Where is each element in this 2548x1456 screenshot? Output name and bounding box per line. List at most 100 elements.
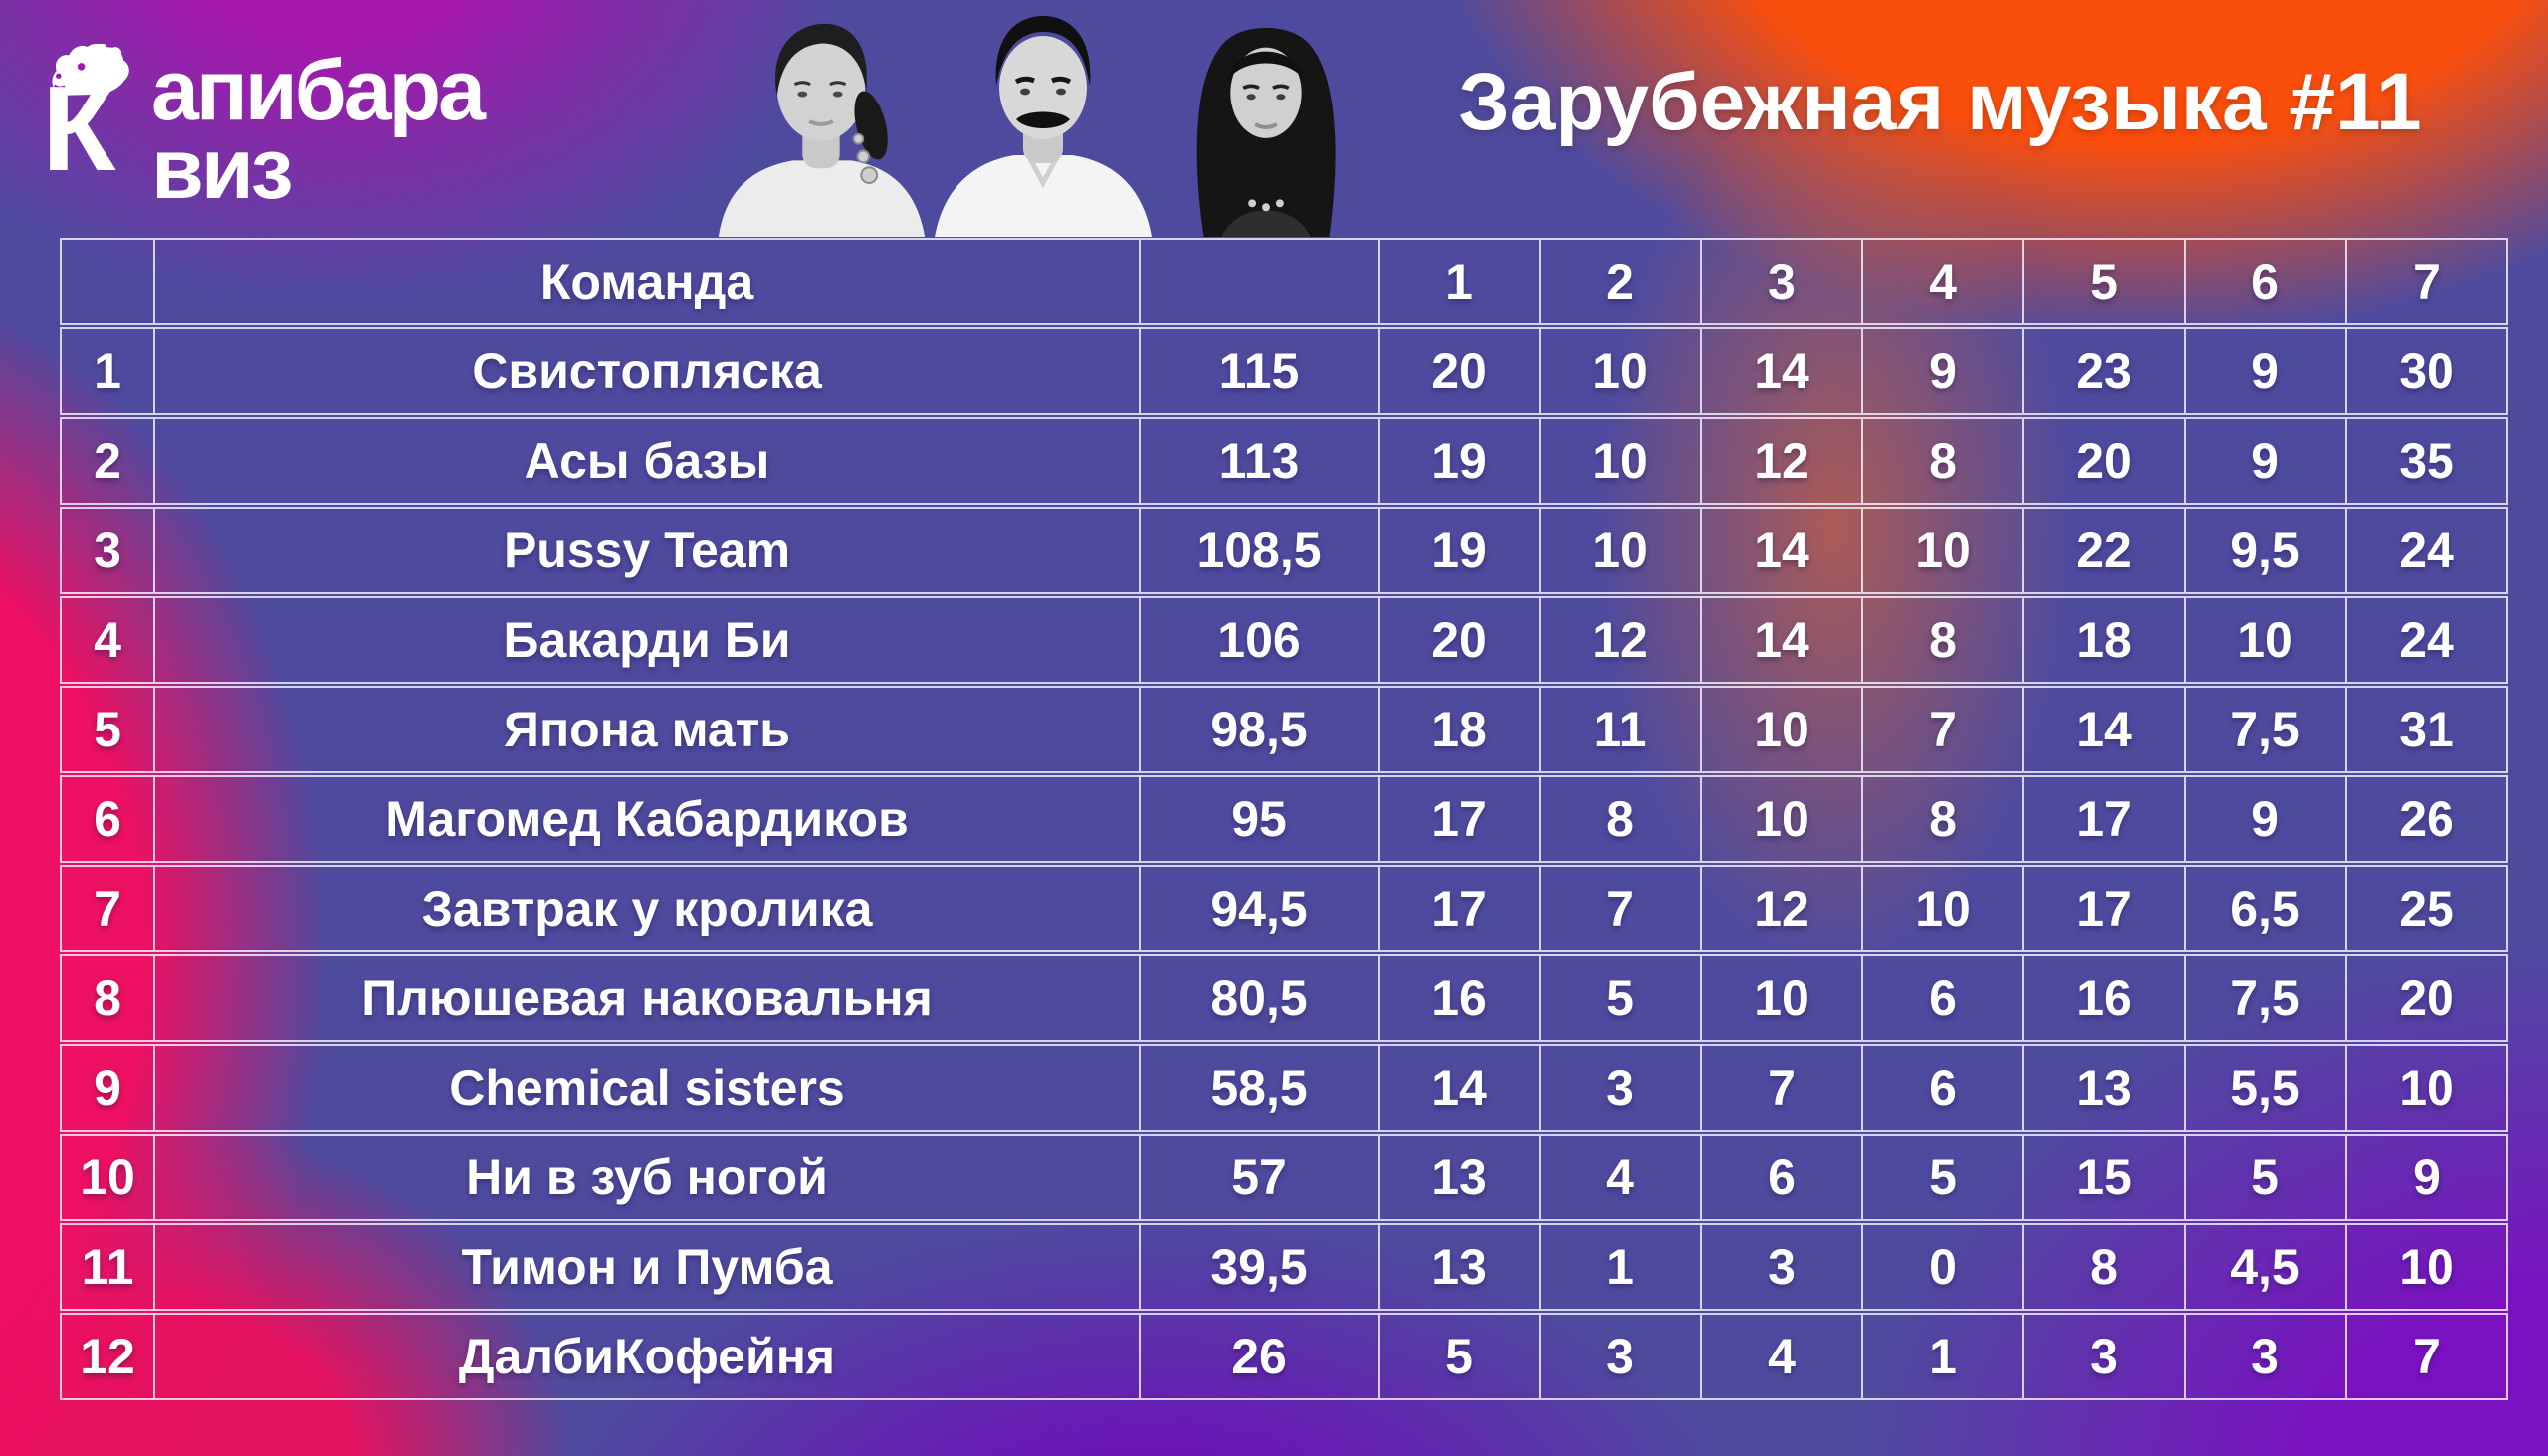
table-row: 2 Асы базы 113 19 10 12 8 20 9 35 xyxy=(60,417,2508,505)
column-header-cell: 4 xyxy=(1863,238,2024,325)
rank-cell: 7 xyxy=(60,865,155,952)
round-score-cell: 13 xyxy=(1380,1134,1541,1221)
logo: К апибара виз xyxy=(42,44,486,233)
round-score-cell: 13 xyxy=(2024,1044,2186,1132)
portrait-woman-ponytail-image xyxy=(718,23,926,237)
rank-cell: 10 xyxy=(60,1134,155,1221)
round-score-cell: 14 xyxy=(1702,596,1863,684)
table-row: 4 Бакарди Би 106 20 12 14 8 18 10 24 xyxy=(60,596,2508,684)
round-score-cell: 12 xyxy=(1702,417,1863,505)
total-score-cell: 108,5 xyxy=(1141,507,1380,594)
round-score-cell: 1 xyxy=(1863,1313,2024,1400)
team-name-cell: Япона мать xyxy=(155,686,1141,773)
column-header-cell: 1 xyxy=(1380,238,1541,325)
round-score-cell: 10 xyxy=(1863,865,2024,952)
round-score-cell: 10 xyxy=(1541,327,1702,415)
round-score-cell: 25 xyxy=(2347,865,2508,952)
total-score-cell: 39,5 xyxy=(1141,1223,1380,1311)
round-score-cell: 8 xyxy=(1863,775,2024,863)
table-row: 11 Тимон и Пумба 39,5 13 1 3 0 8 4,5 10 xyxy=(60,1223,2508,1311)
round-score-cell: 10 xyxy=(1541,507,1702,594)
round-score-cell: 14 xyxy=(1702,327,1863,415)
total-score-cell: 26 xyxy=(1141,1313,1380,1400)
round-score-cell: 6 xyxy=(1863,1044,2024,1132)
page-title: Зарубежная музыка #11 xyxy=(1458,57,2422,147)
round-score-cell: 9 xyxy=(2186,417,2347,505)
total-score-cell: 57 xyxy=(1141,1134,1380,1221)
round-score-cell: 3 xyxy=(1702,1223,1863,1311)
round-score-cell: 24 xyxy=(2347,507,2508,594)
round-score-cell: 11 xyxy=(1541,686,1702,773)
round-score-cell: 15 xyxy=(2024,1134,2186,1221)
round-score-cell: 8 xyxy=(1863,596,2024,684)
round-score-cell: 7 xyxy=(1863,686,2024,773)
round-score-cell: 10 xyxy=(1541,417,1702,505)
rank-cell: 4 xyxy=(60,596,155,684)
results-table: Команда 1 2 3 4 5 6 7 1 Свистопляска 115 20 10 14 9 23… xyxy=(60,236,2508,1402)
round-score-cell: 20 xyxy=(1380,327,1541,415)
header-row: Команда 1 2 3 4 5 6 7 xyxy=(60,238,2508,325)
round-score-cell: 3 xyxy=(2024,1313,2186,1400)
total-score-cell: 113 xyxy=(1141,417,1380,505)
team-name-cell: Chemical sisters xyxy=(155,1044,1141,1132)
team-name-cell: Плюшевая наковальня xyxy=(155,954,1141,1042)
round-score-cell: 9 xyxy=(2347,1134,2508,1221)
round-score-cell: 26 xyxy=(2347,775,2508,863)
logo-letter-k: К xyxy=(42,44,149,233)
round-score-cell: 10 xyxy=(2186,596,2347,684)
rank-cell: 11 xyxy=(60,1223,155,1311)
round-score-cell: 10 xyxy=(1863,507,2024,594)
round-score-cell: 12 xyxy=(1702,865,1863,952)
total-score-cell: 80,5 xyxy=(1141,954,1380,1042)
round-score-cell: 10 xyxy=(2347,1044,2508,1132)
rank-cell: 2 xyxy=(60,417,155,505)
round-score-cell: 7 xyxy=(1702,1044,1863,1132)
table-row: 3 Pussy Team 108,5 19 10 14 10 22 9,5 24 xyxy=(60,507,2508,594)
column-header-cell: 5 xyxy=(2024,238,2186,325)
total-score-cell: 115 xyxy=(1141,327,1380,415)
rank-cell: 12 xyxy=(60,1313,155,1400)
round-score-cell: 17 xyxy=(2024,865,2186,952)
total-score-cell: 58,5 xyxy=(1141,1044,1380,1132)
column-header-cell: 6 xyxy=(2186,238,2347,325)
round-score-cell: 7,5 xyxy=(2186,954,2347,1042)
portrait-woman-long-hair-image xyxy=(1196,27,1336,237)
round-score-cell: 4 xyxy=(1702,1313,1863,1400)
round-score-cell: 3 xyxy=(1541,1044,1702,1132)
column-header-cell xyxy=(1141,238,1380,325)
round-score-cell: 9 xyxy=(2186,327,2347,415)
rank-cell: 8 xyxy=(60,954,155,1042)
rank-cell: 9 xyxy=(60,1044,155,1132)
rank-cell: 5 xyxy=(60,686,155,773)
table-row: 6 Магомед Кабардиков 95 17 8 10 8 17 9 26 xyxy=(60,775,2508,863)
round-score-cell: 20 xyxy=(2347,954,2508,1042)
round-score-cell: 17 xyxy=(1380,775,1541,863)
team-name-cell: Асы базы xyxy=(155,417,1141,505)
round-score-cell: 8 xyxy=(2024,1223,2186,1311)
round-score-cell: 4,5 xyxy=(2186,1223,2347,1311)
team-name-cell: Магомед Кабардиков xyxy=(155,775,1141,863)
round-score-cell: 4 xyxy=(1541,1134,1702,1221)
round-score-cell: 31 xyxy=(2347,686,2508,773)
column-header-cell xyxy=(60,238,155,325)
round-score-cell: 8 xyxy=(1863,417,2024,505)
table-row: 7 Завтрак у кролика 94,5 17 7 12 10 17 6,5 25 xyxy=(60,865,2508,952)
round-score-cell: 10 xyxy=(1702,954,1863,1042)
round-score-cell: 18 xyxy=(2024,596,2186,684)
round-score-cell: 16 xyxy=(2024,954,2186,1042)
round-score-cell: 19 xyxy=(1380,507,1541,594)
round-score-cell: 6 xyxy=(1863,954,2024,1042)
round-score-cell: 7,5 xyxy=(2186,686,2347,773)
round-score-cell: 9,5 xyxy=(2186,507,2347,594)
round-score-cell: 14 xyxy=(1702,507,1863,594)
round-score-cell: 9 xyxy=(2186,775,2347,863)
round-score-cell: 6 xyxy=(1702,1134,1863,1221)
column-header-cell: 2 xyxy=(1541,238,1702,325)
column-header-team: Команда xyxy=(155,238,1141,325)
logo-word-bottom: виз xyxy=(151,121,293,218)
team-name-cell: Ни в зуб ногой xyxy=(155,1134,1141,1221)
round-score-cell: 23 xyxy=(2024,327,2186,415)
rank-cell: 3 xyxy=(60,507,155,594)
team-name-cell: Бакарди Би xyxy=(155,596,1141,684)
results-table-header: Команда 1 2 3 4 5 6 7 xyxy=(60,238,2508,325)
